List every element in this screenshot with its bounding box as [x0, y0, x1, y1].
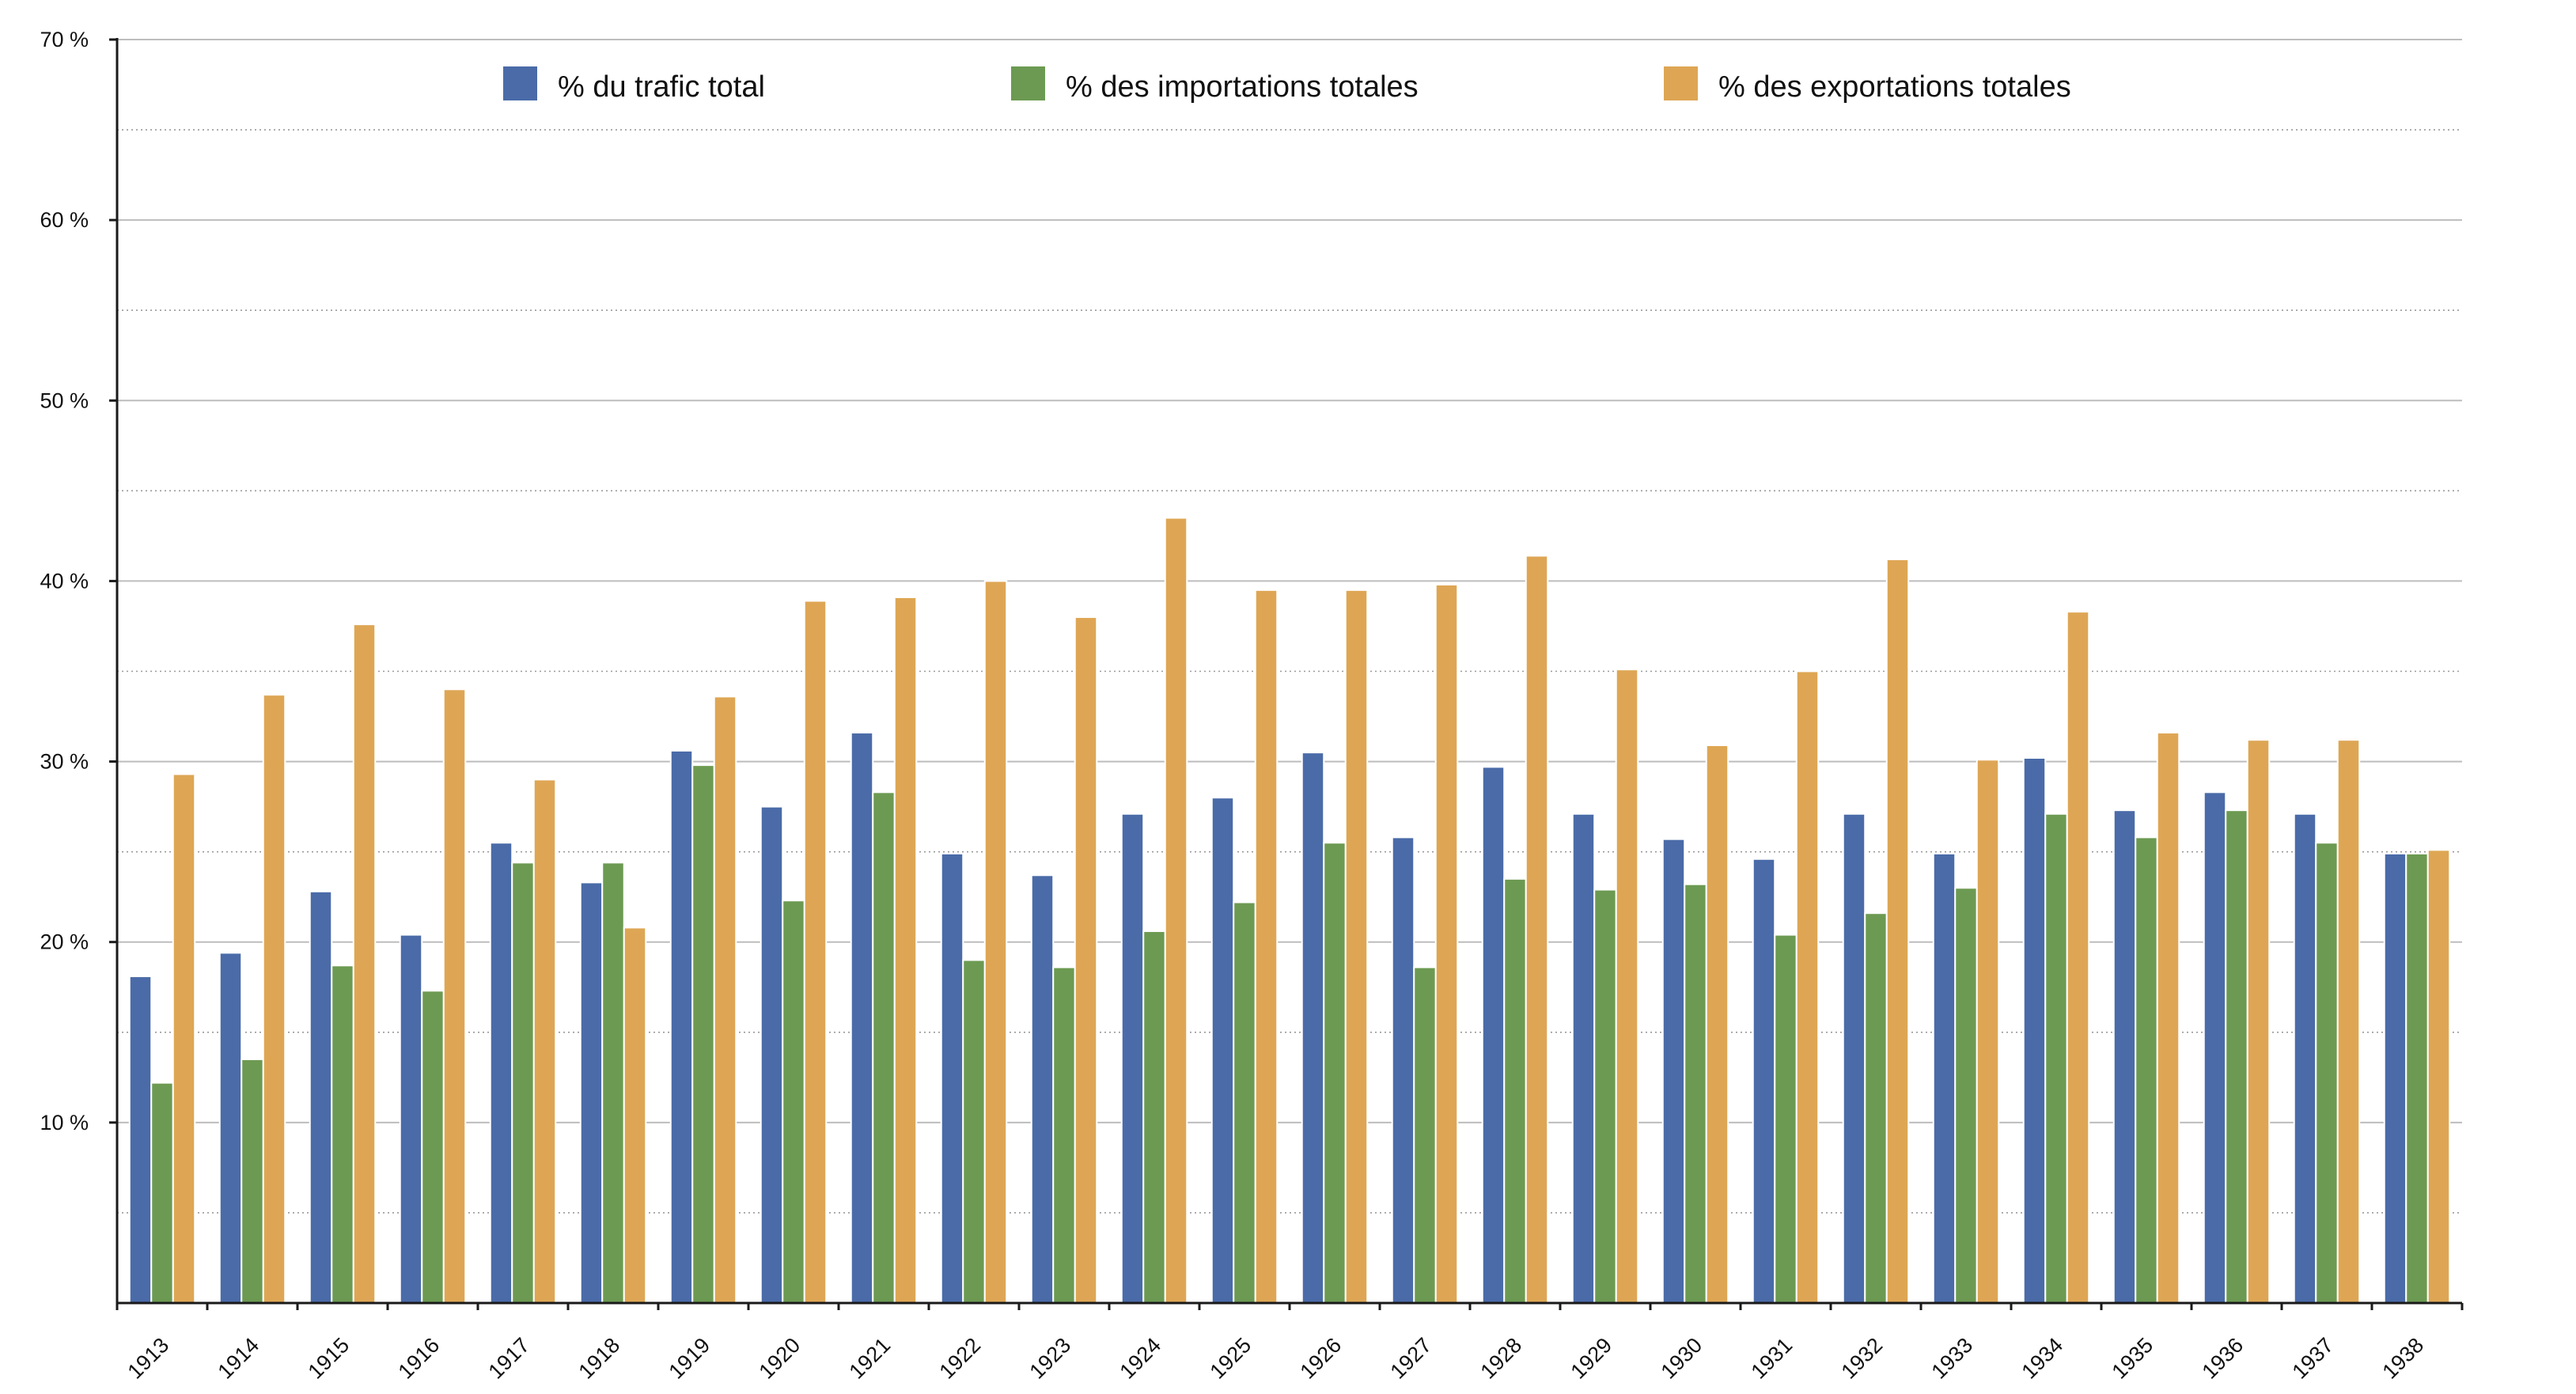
legend-swatch-series-3 [1664, 66, 1698, 100]
bar-1918-series-3 [623, 926, 647, 1305]
legend-label-series-2: % des importations totales [1066, 70, 1419, 104]
bar-1938-series-3 [2426, 849, 2451, 1304]
bar-1922-series-2 [962, 959, 986, 1304]
bar-1916-series-1 [399, 934, 423, 1305]
bar-1915-series-3 [352, 623, 377, 1304]
bar-1921-series-1 [850, 732, 874, 1304]
bar-1926-series-3 [1344, 589, 1369, 1304]
bar-1933-series-1 [1932, 852, 1957, 1305]
y-tick-label: 50 % [40, 388, 89, 412]
bar-1936-series-1 [2203, 791, 2227, 1304]
legend-swatch-series-2 [1011, 66, 1045, 100]
bar-1934-series-3 [2066, 611, 2090, 1304]
bar-1921-series-3 [893, 596, 918, 1304]
bar-1937-series-1 [2293, 813, 2317, 1305]
bar-1921-series-2 [872, 791, 896, 1304]
bar-1922-series-3 [983, 580, 1008, 1304]
bar-1916-series-2 [421, 990, 445, 1304]
bar-1936-series-2 [2225, 809, 2248, 1305]
y-tick-label: 40 % [40, 569, 89, 593]
bar-1936-series-3 [2246, 739, 2271, 1304]
bar-1930-series-1 [1661, 838, 1686, 1304]
bar-1914-series-1 [218, 952, 243, 1304]
bar-1915-series-1 [309, 890, 333, 1304]
bar-1917-series-1 [489, 842, 513, 1304]
bar-1919-series-1 [669, 749, 694, 1304]
bar-1932-series-3 [1885, 559, 1910, 1304]
bar-1922-series-1 [940, 852, 964, 1305]
y-tick-label: 20 % [40, 930, 89, 954]
bar-1913-series-1 [128, 975, 153, 1304]
bar-1938-series-2 [2405, 852, 2429, 1305]
bar-1924-series-2 [1142, 930, 1166, 1305]
axes [109, 38, 2464, 1310]
bar-1917-series-2 [511, 862, 535, 1304]
legend-swatch-series-1 [503, 66, 537, 100]
bar-1935-series-1 [2112, 809, 2137, 1305]
bar-1928-series-1 [1481, 766, 1506, 1304]
bar-1913-series-3 [172, 773, 196, 1304]
bar-1931-series-1 [1752, 858, 1776, 1304]
bar-1934-series-2 [2044, 813, 2068, 1305]
bar-1923-series-2 [1052, 966, 1076, 1304]
bar-1933-series-2 [1954, 887, 1978, 1305]
bar-1928-series-3 [1525, 555, 1549, 1304]
bar-1934-series-1 [2022, 757, 2047, 1304]
bar-1923-series-3 [1074, 616, 1098, 1304]
bar-1933-series-3 [1976, 759, 2000, 1304]
bar-1930-series-2 [1684, 883, 1707, 1305]
bar-1935-series-2 [2135, 836, 2158, 1305]
bar-1930-series-3 [1705, 744, 1729, 1304]
y-tick-label: 10 % [40, 1111, 89, 1135]
bar-1927-series-3 [1434, 583, 1459, 1304]
y-tick-label: 70 % [40, 28, 89, 51]
bar-1927-series-1 [1391, 836, 1415, 1305]
bar-1928-series-2 [1503, 877, 1527, 1304]
bar-1923-series-1 [1030, 874, 1055, 1304]
bar-1920-series-1 [760, 805, 784, 1304]
bar-1937-series-2 [2315, 842, 2339, 1304]
bar-1920-series-3 [803, 600, 828, 1304]
bar-1931-series-3 [1795, 670, 1820, 1304]
bar-1931-series-2 [1774, 934, 1798, 1305]
bar-1935-series-3 [2156, 732, 2180, 1304]
bar-1924-series-3 [1164, 517, 1188, 1304]
bar-1932-series-1 [1842, 813, 1866, 1305]
bar-1917-series-3 [532, 778, 557, 1304]
legend: % du trafic total % des importations tota… [503, 66, 2071, 104]
bar-1920-series-2 [782, 900, 805, 1305]
legend-label-series-1: % du trafic total [558, 70, 765, 104]
bar-1925-series-2 [1233, 901, 1256, 1304]
bar-1929-series-3 [1615, 669, 1639, 1304]
bar-1919-series-2 [691, 764, 715, 1304]
bar-1938-series-1 [2383, 852, 2407, 1305]
bar-1918-series-2 [601, 862, 625, 1304]
bar-1913-series-2 [150, 1081, 174, 1305]
bar-1914-series-2 [241, 1059, 264, 1305]
bar-1927-series-2 [1413, 966, 1437, 1304]
bar-1926-series-2 [1323, 842, 1347, 1304]
bar-1916-series-3 [442, 688, 467, 1304]
bar-1925-series-1 [1210, 797, 1235, 1304]
bar-1918-series-1 [579, 881, 604, 1304]
bar-1926-series-1 [1301, 752, 1325, 1304]
y-tick-label: 30 % [40, 750, 89, 774]
y-axis-tick-labels: 10 % 20 % 30 % 40 % 50 % 60 % 70 % [40, 28, 89, 1135]
bar-1937-series-3 [2336, 739, 2361, 1304]
bar-1914-series-3 [262, 694, 286, 1304]
bar-1925-series-3 [1254, 589, 1279, 1304]
bar-1929-series-2 [1593, 888, 1617, 1304]
bar-1929-series-1 [1571, 813, 1596, 1305]
bar-1924-series-1 [1120, 813, 1145, 1305]
y-tick-label: 60 % [40, 208, 89, 232]
bars [128, 517, 2451, 1305]
bar-1915-series-2 [331, 964, 354, 1304]
legend-label-series-3: % des exportations totales [1718, 70, 2071, 104]
bar-1919-series-3 [713, 695, 737, 1304]
bar-1932-series-2 [1864, 912, 1888, 1304]
